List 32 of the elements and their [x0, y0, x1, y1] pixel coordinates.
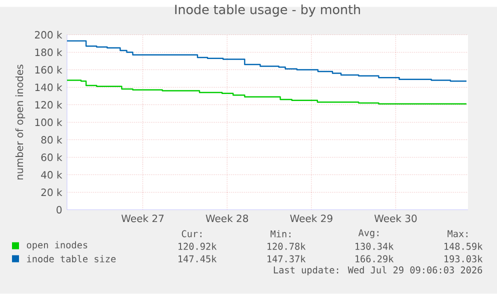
text: 148.59k [444, 242, 483, 250]
text: 147.45k [178, 255, 217, 262]
x-tick-label: Week 27 [121, 214, 164, 222]
text: Cur: [182, 230, 202, 238]
text: 147.37k [268, 255, 306, 262]
text: 166.29k [356, 255, 394, 262]
y-tick-label: 100 k [35, 118, 62, 126]
y-tick-label: 120 k [35, 101, 62, 109]
y-tick-label: 40 k [41, 171, 62, 179]
legend-label: open inodes [26, 241, 88, 250]
y-tick-label: 140 k [35, 84, 62, 92]
text: Last update: Wed Jul 29 09:06:03 2026 [274, 266, 482, 276]
text: Avg: [358, 229, 378, 238]
y-axis-title: number of open inodes [15, 64, 26, 180]
text: Max: [448, 230, 468, 238]
text: 130.34k [356, 242, 394, 250]
text: 193.03k [444, 255, 483, 262]
y-tick-label: 60 k [41, 154, 62, 162]
legend-label: inode table size [27, 255, 116, 262]
y-tick-label: 80 k [41, 136, 62, 144]
text: Min: [270, 230, 290, 238]
y-tick-label: 160 k [35, 66, 62, 74]
text: 120.92k [178, 242, 217, 250]
x-tick-label: Week 29 [290, 214, 332, 222]
y-tick-label: 180 k [35, 48, 62, 56]
y-tick-label: 200 k [34, 31, 62, 39]
y-tick-label: 0 [56, 206, 62, 214]
x-tick-label: Week 28 [206, 214, 248, 222]
text: 120.78k [268, 242, 306, 250]
x-tick-label: Week 30 [374, 214, 417, 222]
chart-title: Inode table usage - by month [175, 4, 360, 17]
y-tick-label: 20 k [41, 188, 62, 196]
